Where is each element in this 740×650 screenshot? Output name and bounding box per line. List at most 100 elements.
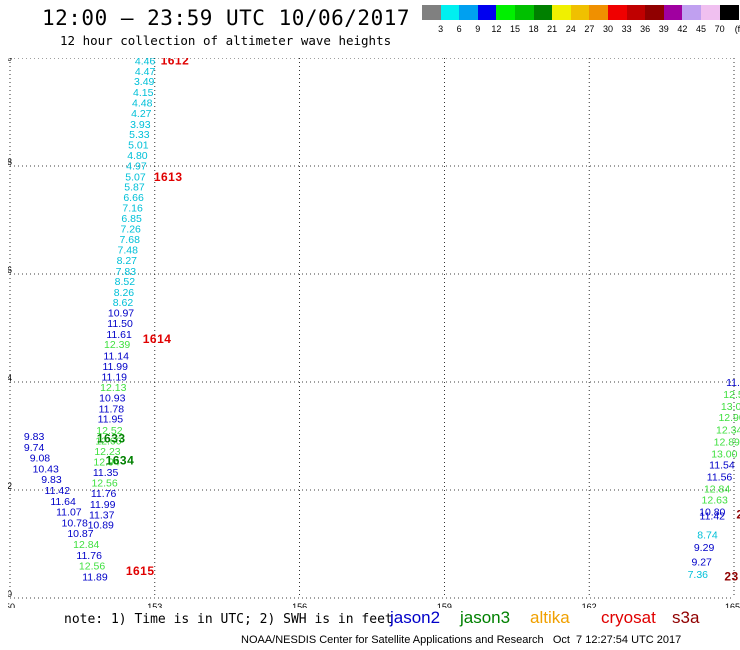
wave-height-value: 12.34 [716, 425, 740, 437]
legend-tick-label: (ft) [734, 24, 740, 34]
x-tick-label: 159 [437, 602, 452, 608]
wave-height-value: 8.62 [113, 297, 134, 309]
legend-tick-label: 18 [528, 24, 539, 34]
legend-tick-label: 12 [491, 24, 502, 34]
legend-tick-label: 9 [475, 24, 481, 34]
wave-height-value: 10.43 [33, 463, 59, 475]
pass-time-label: 1613 [154, 170, 183, 184]
legend-tick-label: 27 [584, 24, 595, 34]
footer-credit: NOAA/NESDIS Center for Satellite Applica… [241, 634, 682, 646]
legend-tick-label: 45 [695, 24, 707, 34]
wave-height-value: 7.68 [119, 234, 140, 246]
wave-height-value: 8.26 [114, 287, 135, 299]
wave-height-value: 11.78 [99, 403, 125, 415]
wave-height-value: 7.48 [118, 245, 139, 257]
wave-height-value: 12.89 [714, 436, 740, 448]
wave-height-value: 4.27 [131, 108, 152, 120]
wave-height-value: 12.60 [95, 435, 121, 447]
wave-height-value: 4.48 [132, 97, 153, 109]
satellite-altika: altika [530, 608, 570, 627]
legend-swatch [552, 5, 572, 20]
legend-swatch [608, 5, 628, 20]
axis-labels: 150 153 156 159 162 165 30 32 34 36 38 40 [8, 58, 740, 608]
wave-height-value: 6.66 [123, 192, 144, 204]
y-tick-label: 34 [8, 373, 12, 383]
legend-tick-label: 21 [547, 24, 558, 34]
wave-height-value: 11.99 [102, 361, 128, 373]
wave-height-value: 12.94 [93, 456, 119, 468]
legend-tick-label: 15 [509, 24, 521, 34]
legend-tick-label: 3 [438, 24, 444, 34]
wave-height-value: 12.56 [79, 561, 105, 573]
wave-height-value: 11.37 [89, 509, 115, 521]
wave-height-value: 5.87 [124, 182, 145, 194]
wave-height-value: 12.63 [702, 495, 728, 507]
wave-height-value: 12.90 [718, 412, 740, 424]
legend-swatch [719, 5, 739, 20]
wave-height-value: 9.74 [24, 442, 45, 454]
wave-height-value: 7.83 [116, 266, 137, 278]
wave-height-value: 11.56 [707, 472, 733, 484]
legend-swatch [496, 5, 516, 20]
wave-height-value: 4.80 [127, 150, 148, 162]
legend-swatch [533, 5, 553, 20]
wave-height-value: 12.13 [100, 382, 126, 394]
wave-height-value: 12.39 [104, 339, 130, 351]
wave-height-value: 11.54 [709, 460, 735, 472]
wave-height-value: 13.00 [711, 448, 737, 460]
page-title: 12:00 – 23:59 UTC 10/06/2017 [42, 6, 411, 30]
wave-height-value: 9.29 [694, 542, 715, 554]
wave-height-value: 13.00 [721, 401, 740, 413]
wave-height-value: 10.89 [88, 520, 114, 532]
pass-time-label: 2 [736, 507, 740, 521]
wave-height-value: 5.33 [129, 129, 150, 141]
legend-swatch [701, 5, 721, 20]
legend-swatch [645, 5, 665, 20]
satellite-cryosat: cryosat [601, 608, 656, 627]
pass-time-label: 1634 [106, 453, 135, 467]
wave-height-value: 11.99 [90, 499, 116, 511]
x-tick-label: 162 [582, 602, 597, 608]
wave-height-value: 11.07 [56, 507, 82, 519]
wave-height-value: 12.52 [96, 425, 122, 437]
wave-height-value: 4.97 [126, 160, 147, 172]
wave-height-value: 10.78 [62, 517, 88, 529]
wave-height-map: 150153156159162165303234363840 4.464.473… [8, 58, 740, 608]
wave-height-value: 11.42 [700, 510, 726, 522]
wave-height-value: 11.99 [726, 377, 740, 389]
wave-height-value: 7.26 [120, 224, 141, 236]
legend-swatch [422, 5, 442, 20]
legend-swatch [440, 5, 460, 20]
wave-height-value: 11.14 [103, 351, 129, 363]
wave-height-value: 9.08 [30, 453, 51, 465]
pass-time-labels: 1612 1613 1614 1633 1634 1615 2 23 [97, 58, 740, 583]
wave-height-value: 7.36 [688, 569, 709, 581]
wave-height-value: 6.85 [121, 213, 142, 225]
wave-height-value: 9.27 [691, 556, 712, 568]
y-tick-label: 36 [8, 265, 12, 275]
pass-time-label: 1615 [126, 564, 155, 578]
y-tick-label: 32 [8, 481, 12, 491]
wave-height-value: 4.15 [133, 87, 154, 99]
legend-tick-label: 39 [658, 24, 669, 34]
x-tick-label: 153 [147, 602, 162, 608]
wave-height-value: 7.16 [122, 203, 143, 215]
x-tick-label: 150 [8, 602, 15, 608]
legend-swatch [515, 5, 535, 20]
wave-height-value: 4.47 [135, 66, 156, 78]
legend-swatch [663, 5, 683, 20]
wave-height-value: 5.01 [128, 139, 149, 151]
wave-height-value: 5.07 [125, 171, 146, 183]
wave-height-value: 12.56 [723, 389, 740, 401]
pass-time-label: 1633 [97, 432, 126, 446]
legend-swatch [682, 5, 702, 20]
x-tick-label: 156 [292, 602, 307, 608]
pass-time-label: 23 [724, 569, 738, 583]
wave-height-value: 12.23 [94, 446, 120, 458]
wave-height-value: 3.49 [134, 76, 155, 88]
wave-height-value: 4.46 [135, 58, 156, 68]
legend-tick-label: 33 [621, 24, 632, 34]
satellite-s3a: s3a [672, 608, 700, 627]
note-text: note: 1) Time is in UTC; 2) SWH is in fe… [64, 612, 393, 627]
